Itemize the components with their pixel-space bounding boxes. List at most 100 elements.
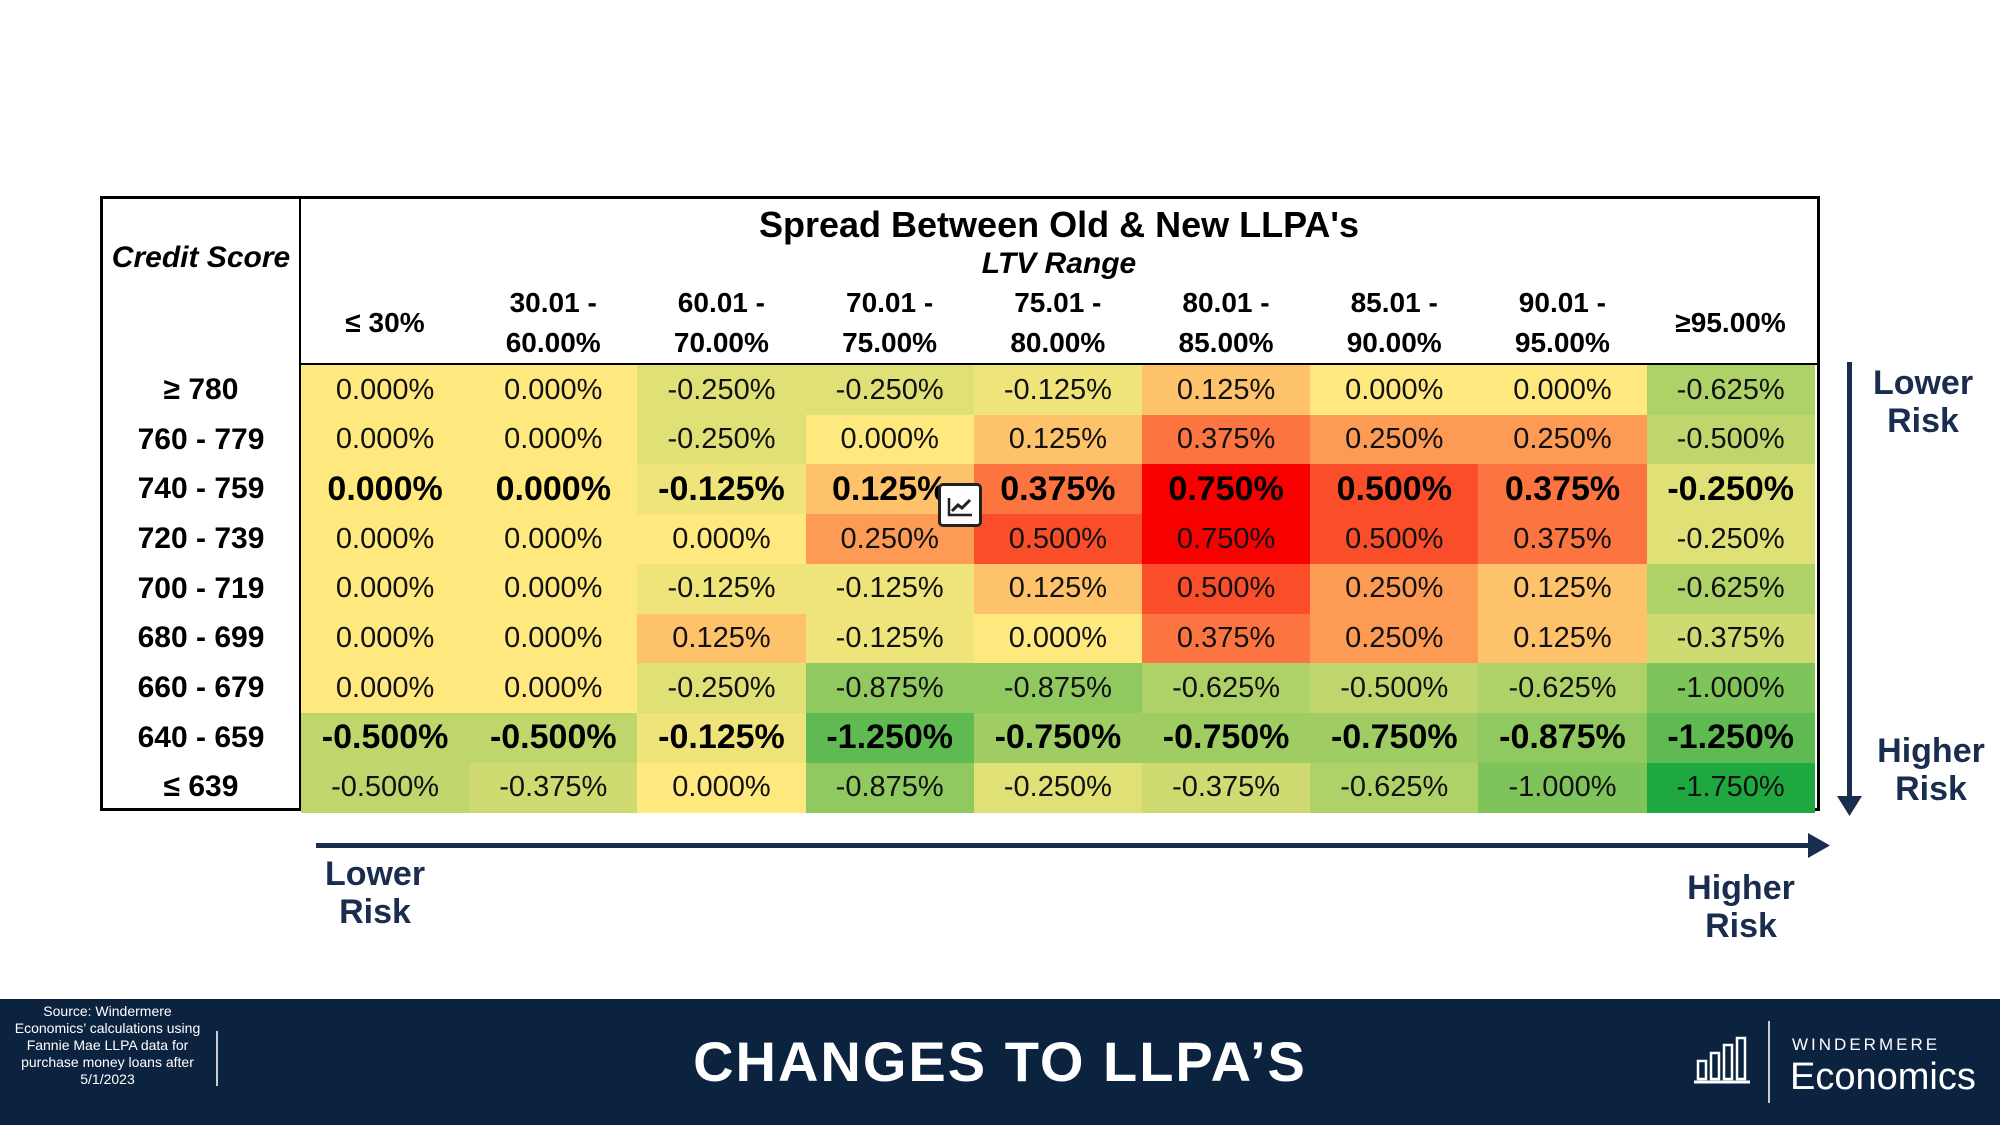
heatmap-cell: -0.250% — [973, 762, 1142, 813]
heatmap-cell: 0.375% — [973, 464, 1142, 515]
heatmap-table: Credit Score Spread Between Old & New LL… — [100, 196, 1820, 813]
slide-title: CHANGES TO LLPA’S — [693, 1030, 1307, 1093]
heatmap-cell: -0.875% — [973, 663, 1142, 714]
vertical-risk-arrow-shaft — [1847, 362, 1852, 802]
horizontal-lower-risk-label: Lower Risk — [324, 855, 426, 931]
heatmap-cell: -0.875% — [805, 762, 974, 813]
heatmap-cell: -0.125% — [637, 712, 806, 763]
row-header: 660 - 679 — [137, 671, 265, 705]
heatmap-cell: 0.000% — [301, 563, 470, 614]
row-header: 760 - 779 — [137, 422, 265, 456]
column-header: 30.01 - 60.00% — [505, 287, 601, 358]
heatmap-cell: 0.000% — [469, 414, 638, 465]
vertical-risk-arrowhead-icon — [1837, 796, 1862, 816]
heatmap-cell: 0.125% — [973, 563, 1142, 614]
heatmap-cell: 0.000% — [469, 365, 638, 415]
heatmap-cell: -0.625% — [1142, 663, 1311, 714]
heatmap-cell: 0.000% — [469, 464, 638, 515]
column-header: 60.01 - 70.00% — [673, 287, 769, 358]
heatmap-cell: -0.625% — [1478, 663, 1647, 714]
heatmap-cell: 0.000% — [301, 464, 470, 515]
heatmap-cell: 0.000% — [469, 613, 638, 664]
heatmap-cell: 0.500% — [973, 514, 1142, 565]
footer-bar: Source: Windermere Economics’ calculatio… — [0, 999, 2000, 1125]
chart-title: Spread Between Old & New LLPA's — [758, 204, 1359, 245]
heatmap-cell: -0.875% — [805, 663, 974, 714]
heatmap-cell: 0.125% — [637, 613, 806, 664]
chart-icon-glyph — [947, 498, 972, 517]
heatmap-cell: -0.125% — [637, 464, 806, 515]
heatmap-cell: -0.750% — [1142, 712, 1311, 763]
heatmap-cell: -1.250% — [1646, 712, 1815, 763]
heatmap-cell: 0.000% — [1310, 365, 1479, 415]
horizontal-risk-arrow-shaft — [316, 843, 1816, 848]
column-header: ≥95.00% — [1675, 307, 1786, 338]
column-header: 85.01 - 90.00% — [1346, 287, 1442, 358]
heatmap-cell: 0.375% — [1142, 613, 1311, 664]
column-header-divider — [299, 363, 1817, 365]
heatmap-cell: 0.000% — [637, 762, 806, 813]
heatmap-cell: -0.750% — [1310, 712, 1479, 763]
column-header: 75.01 - 80.00% — [1010, 287, 1106, 358]
heatmap-cell: -0.250% — [637, 365, 806, 415]
heatmap-cell: 0.000% — [469, 663, 638, 714]
heatmap-cell: 0.500% — [1310, 514, 1479, 565]
heatmap-cell: -0.875% — [1478, 712, 1647, 763]
heatmap-cell: 0.250% — [1310, 414, 1479, 465]
heatmap-cell: -0.250% — [805, 365, 974, 415]
heatmap-cell: -0.375% — [469, 762, 638, 813]
row-header: 720 - 739 — [137, 521, 265, 555]
heatmap-cell: 0.125% — [1478, 563, 1647, 614]
heatmap-cell: 0.125% — [973, 414, 1142, 465]
column-header: 70.01 - 75.00% — [842, 287, 938, 358]
heatmap-cell: 0.500% — [1142, 563, 1311, 614]
column-header: ≤ 30% — [345, 307, 425, 338]
heatmap-cell: 0.000% — [301, 613, 470, 664]
row-header: 680 - 699 — [137, 621, 265, 655]
heatmap-cell: 0.000% — [301, 365, 470, 415]
footer-divider-right — [1768, 1021, 1770, 1103]
heatmap-cell: -0.500% — [469, 712, 638, 763]
bar-chart-icon — [1694, 1036, 1750, 1084]
row-header: 740 - 759 — [137, 472, 265, 506]
heatmap-cell: 0.375% — [1142, 414, 1311, 465]
heatmap-cell: 0.000% — [301, 514, 470, 565]
heatmap-cell: -0.250% — [1646, 514, 1815, 565]
heatmap-cell: -0.625% — [1646, 563, 1815, 614]
heatmap-cell: 0.250% — [1478, 414, 1647, 465]
heatmap-cell: 0.000% — [973, 613, 1142, 664]
heatmap-cell: -0.250% — [637, 663, 806, 714]
brand-name: WINDERMERE — [1792, 1035, 1941, 1054]
heatmap-cell: -1.750% — [1646, 762, 1815, 813]
heatmap-cell: 0.000% — [805, 414, 974, 465]
heatmap-cell: -0.750% — [973, 712, 1142, 763]
heatmap-cell: 0.000% — [301, 414, 470, 465]
heatmap-cell: 0.000% — [637, 514, 806, 565]
row-header: ≤ 639 — [163, 770, 239, 804]
row-header-divider — [299, 199, 301, 808]
heatmap-cell: 0.000% — [301, 663, 470, 714]
heatmap-cell: -0.500% — [301, 762, 470, 813]
heatmap-cell: -0.250% — [1646, 464, 1815, 515]
heatmap-cell: -0.375% — [1142, 762, 1311, 813]
horizontal-higher-risk-label: Higher Risk — [1687, 869, 1795, 945]
heatmap-cell: -0.375% — [1646, 613, 1815, 664]
horizontal-risk-arrowhead-icon — [1808, 833, 1830, 858]
vertical-lower-risk-label: Lower Risk — [1872, 364, 1974, 440]
heatmap-cell: -0.125% — [637, 563, 806, 614]
footer-divider-left — [216, 1031, 218, 1086]
heatmap-cell: -0.500% — [301, 712, 470, 763]
heatmap-cell: -0.250% — [637, 414, 806, 465]
heatmap-cell: -0.125% — [973, 365, 1142, 415]
heatmap-cell: 0.000% — [469, 563, 638, 614]
vertical-higher-risk-label: Higher Risk — [1877, 732, 1985, 808]
chart-icon[interactable] — [938, 483, 982, 527]
row-header: ≥ 780 — [163, 372, 239, 406]
heatmap-cell: 0.750% — [1142, 464, 1311, 515]
heatmap-cell: 0.000% — [469, 514, 638, 565]
heatmap-cell: -1.000% — [1646, 663, 1815, 714]
heatmap-cell: -0.500% — [1310, 663, 1479, 714]
heatmap-cell: 0.250% — [1310, 563, 1479, 614]
heatmap-cell: 0.375% — [1478, 514, 1647, 565]
